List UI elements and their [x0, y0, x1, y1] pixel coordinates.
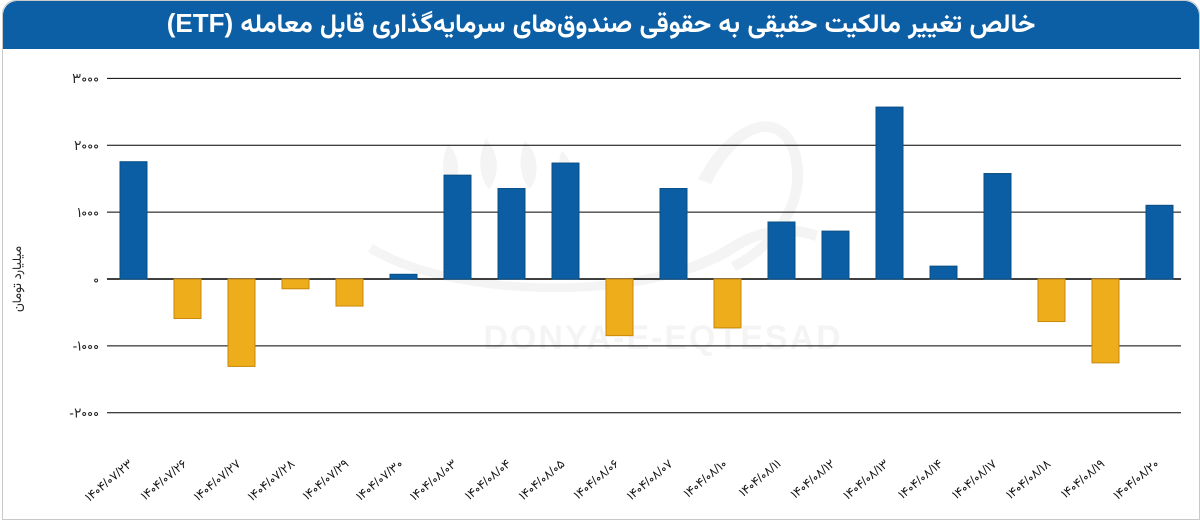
- svg-text:۱۴۰۴/۰۷/۲۶: ۱۴۰۴/۰۷/۲۶: [138, 457, 189, 503]
- svg-text:۱۴۰۴/۰۸/۲۰: ۱۴۰۴/۰۸/۲۰: [1111, 457, 1162, 503]
- svg-text:۱۴۰۴/۰۸/۰۷: ۱۴۰۴/۰۸/۰۷: [624, 457, 675, 503]
- svg-text:۱۴۰۴/۰۸/۰۶: ۱۴۰۴/۰۸/۰۶: [571, 457, 621, 503]
- svg-text:-۱۰۰۰: -۱۰۰۰: [73, 338, 99, 354]
- svg-text:۱۴۰۴/۰۷/۲۸: ۱۴۰۴/۰۷/۲۸: [245, 457, 297, 504]
- svg-text:میلیارد تومان: میلیارد تومان: [9, 246, 25, 312]
- svg-text:۱۴۰۴/۰۸/۱۷: ۱۴۰۴/۰۸/۱۷: [949, 457, 999, 502]
- svg-text:۰: ۰: [93, 271, 99, 287]
- svg-text:۱۴۰۴/۰۸/۰۳: ۱۴۰۴/۰۸/۰۳: [407, 457, 459, 504]
- svg-text:۱۴۰۴/۰۸/۱۸: ۱۴۰۴/۰۸/۱۸: [1003, 457, 1053, 502]
- svg-text:۱۴۰۴/۰۸/۱۴: ۱۴۰۴/۰۸/۱۴: [895, 457, 945, 502]
- svg-text:۱۴۰۴/۰۸/۱۰: ۱۴۰۴/۰۸/۱۰: [681, 457, 730, 501]
- svg-text:۱۴۰۴/۰۸/۱۳: ۱۴۰۴/۰۸/۱۳: [841, 457, 892, 503]
- svg-text:۱۴۰۴/۰۸/۰۴: ۱۴۰۴/۰۸/۰۴: [462, 457, 513, 503]
- svg-text:۳۰۰۰: ۳۰۰۰: [72, 70, 99, 86]
- svg-text:۱۰۰۰: ۱۰۰۰: [77, 204, 99, 220]
- svg-text:۱۴۰۴/۰۸/۱۲: ۱۴۰۴/۰۸/۱۲: [788, 457, 838, 502]
- svg-text:۱۴۰۴/۰۸/۰۵: ۱۴۰۴/۰۸/۰۵: [516, 457, 567, 503]
- svg-text:۱۴۰۴/۰۸/۱۱: ۱۴۰۴/۰۸/۱۱: [736, 457, 783, 500]
- svg-text:۲۰۰۰: ۲۰۰۰: [74, 137, 99, 153]
- svg-text:۱۴۰۴/۰۸/۱۹: ۱۴۰۴/۰۸/۱۹: [1058, 457, 1107, 501]
- svg-text:۱۴۰۴/۰۷/۲۷: ۱۴۰۴/۰۷/۲۷: [191, 457, 243, 504]
- svg-text:۱۴۰۴/۰۷/۲۹: ۱۴۰۴/۰۷/۲۹: [300, 457, 351, 503]
- svg-text:-۲۰۰۰: -۲۰۰۰: [69, 405, 99, 421]
- svg-text:۱۴۰۴/۰۷/۲۳: ۱۴۰۴/۰۷/۲۳: [82, 457, 135, 505]
- svg-text:DONYA-E-EQTESAD: DONYA-E-EQTESAD: [483, 319, 842, 357]
- svg-text:۱۴۰۴/۰۷/۳۰: ۱۴۰۴/۰۷/۳۰: [353, 457, 405, 504]
